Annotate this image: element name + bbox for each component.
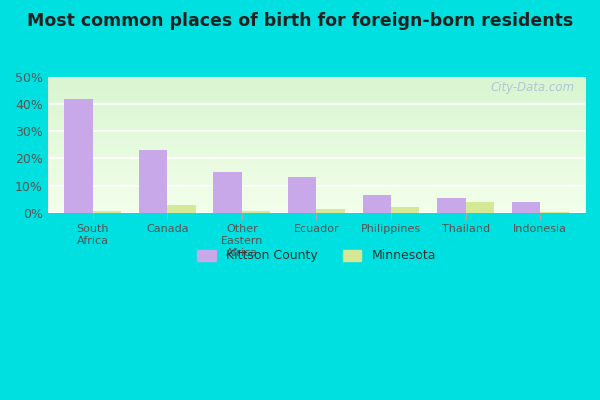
- Bar: [139, 150, 167, 213]
- Bar: [64, 99, 92, 213]
- Bar: [214, 172, 242, 213]
- Text: City-Data.com: City-Data.com: [490, 81, 574, 94]
- Bar: [512, 202, 540, 213]
- Bar: [437, 198, 466, 213]
- Bar: [92, 211, 121, 213]
- Bar: [288, 177, 316, 213]
- Bar: [391, 207, 419, 213]
- Bar: [316, 208, 345, 213]
- Legend: Kittson County, Minnesota: Kittson County, Minnesota: [192, 244, 441, 268]
- Text: Most common places of birth for foreign-born residents: Most common places of birth for foreign-…: [27, 12, 573, 30]
- Bar: [242, 211, 270, 213]
- Bar: [540, 212, 569, 213]
- Bar: [466, 202, 494, 213]
- Bar: [362, 195, 391, 213]
- Bar: [167, 204, 196, 213]
